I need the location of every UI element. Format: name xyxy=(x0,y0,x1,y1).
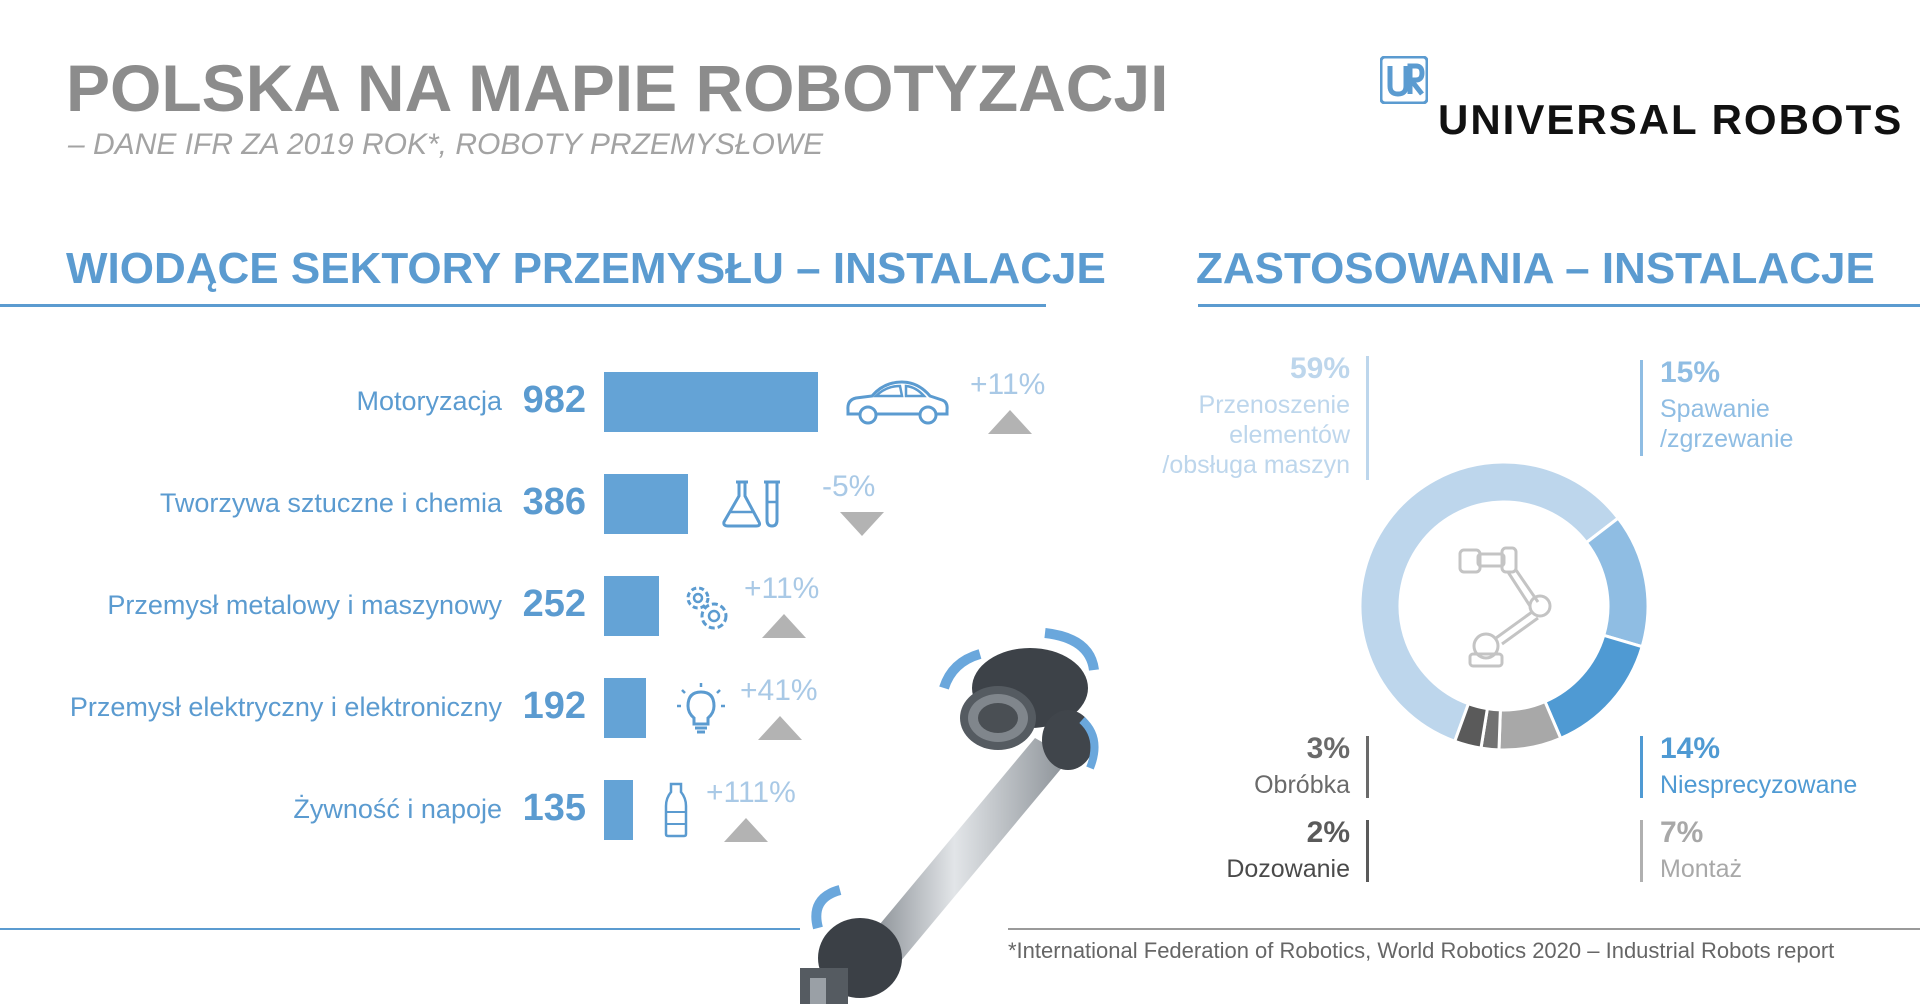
logo-text: UNIVERSAL ROBOTS xyxy=(1438,96,1904,143)
donut-leader-line xyxy=(1640,360,1643,456)
page-title: POLSKA NA MAPIE ROBOTYZACJI xyxy=(66,51,1169,125)
applications-title: ZASTOSOWANIA – INSTALACJE xyxy=(1196,244,1875,293)
change-percent: +11% xyxy=(744,572,820,605)
sectors-title: WIODĄCE SEKTORY PRZEMYSŁU – INSTALACJE xyxy=(66,244,1106,293)
donut-leader-line xyxy=(1366,356,1369,480)
bar xyxy=(604,678,646,738)
gears-icon xyxy=(686,586,728,630)
triangle-up-icon xyxy=(758,716,802,740)
bar xyxy=(604,372,818,432)
light-bulb-icon xyxy=(677,683,725,734)
donut-pct: 15% xyxy=(1660,356,1721,389)
donut-leader-line xyxy=(1366,736,1369,798)
change-percent: +41% xyxy=(740,674,818,707)
triangle-down-icon xyxy=(840,512,884,536)
donut-pct: 2% xyxy=(1306,816,1350,849)
bar-category-label: Przemysł metalowy i maszynowy xyxy=(107,590,502,620)
footnote: *International Federation of Robotics, W… xyxy=(1008,938,1835,963)
bar-category-label: Żywność i napoje xyxy=(293,794,502,824)
bar-value-label: 252 xyxy=(522,583,586,625)
bottle-icon xyxy=(664,782,688,838)
bar-value-label: 135 xyxy=(522,787,586,829)
car-icon xyxy=(846,380,949,425)
universal-robots-logo: UNIVERSAL ROBOTS xyxy=(1380,56,1901,146)
bottom-rule-right xyxy=(1008,928,1920,930)
donut-category: Dozowanie xyxy=(1226,855,1350,883)
donut-category: Montaż xyxy=(1660,855,1742,883)
donut-label: 59% Przenoszenie elementów/obsługa maszyn xyxy=(1162,352,1350,480)
bar xyxy=(604,474,688,534)
donut-label: 14% Niesprecyzowane xyxy=(1660,732,1857,800)
donut-pct: 3% xyxy=(1306,732,1350,765)
donut-leader-line xyxy=(1640,736,1643,798)
donut-leader-line xyxy=(1640,820,1643,882)
donut-pct: 14% xyxy=(1660,732,1721,765)
sectors-rule xyxy=(0,304,1046,307)
donut-label: 3% Obróbka xyxy=(1254,732,1350,800)
change-percent: -5% xyxy=(822,470,876,503)
donut-category: Spawanie/zgrzewanie xyxy=(1660,395,1794,453)
donut-leader-line xyxy=(1366,820,1369,882)
bar-category-label: Motoryzacja xyxy=(356,386,502,416)
robot-arm-icon xyxy=(1458,546,1552,668)
ur-logo-mark-icon xyxy=(1380,56,1428,104)
donut-label: 2% Dozowanie xyxy=(1226,816,1350,884)
triangle-up-icon xyxy=(724,818,768,842)
bottom-rule-left xyxy=(0,928,800,930)
donut-label: 15% Spawanie/zgrzewanie xyxy=(1660,356,1793,454)
donut-slice xyxy=(1360,462,1621,744)
triangle-up-icon xyxy=(762,614,806,638)
donut-slice xyxy=(1452,701,1490,750)
donut-slice xyxy=(1584,516,1648,649)
donut-category: Obróbka xyxy=(1254,771,1350,799)
applications-rule xyxy=(1198,304,1920,307)
change-percent: +11% xyxy=(970,368,1046,401)
bar xyxy=(604,576,659,636)
donut-label: 7% Montaż xyxy=(1660,816,1742,884)
triangle-up-icon xyxy=(988,410,1032,434)
change-percent: +111% xyxy=(706,776,796,809)
applications-donut-chart xyxy=(1360,462,1648,750)
bar xyxy=(604,780,633,840)
donut-pct: 7% xyxy=(1660,816,1704,849)
cobot-arm-icon xyxy=(800,628,1099,1004)
bar-value-label: 386 xyxy=(522,481,586,523)
donut-pct: 59% xyxy=(1289,352,1350,385)
bar-category-label: Tworzywa sztuczne i chemia xyxy=(159,488,502,518)
lab-flask-icon xyxy=(722,480,780,528)
bar-category-label: Przemysł elektryczny i elektroniczny xyxy=(69,692,502,722)
page-subtitle: – DANE IFR ZA 2019 ROK*, ROBOTY PRZEMYSŁ… xyxy=(68,128,824,161)
bar-value-label: 982 xyxy=(522,379,586,421)
donut-category: Niesprecyzowane xyxy=(1660,771,1858,799)
donut-category: Przenoszenie elementów/obsługa maszyn xyxy=(1162,391,1350,479)
bar-value-label: 192 xyxy=(522,685,586,727)
